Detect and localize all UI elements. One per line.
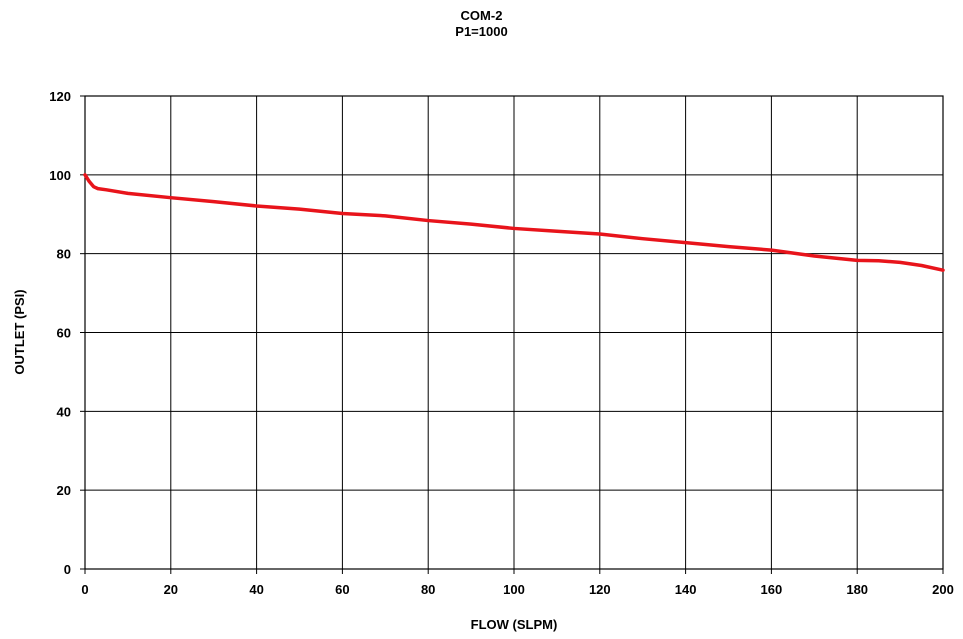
y-tick-label: 40 <box>57 404 71 419</box>
x-axis-ticks: 0 20 40 60 80 100 120 140 160 180 200 <box>81 569 954 597</box>
y-tick-label: 120 <box>49 89 71 104</box>
x-tick-label: 0 <box>81 582 88 597</box>
x-tick-label: 40 <box>249 582 263 597</box>
chart-subtitle: P1=1000 <box>455 24 508 39</box>
x-tick-label: 60 <box>335 582 349 597</box>
x-tick-label: 120 <box>589 582 611 597</box>
chart-title: COM-2 <box>460 8 503 23</box>
y-tick-label: 100 <box>49 168 71 183</box>
series-line <box>83 173 945 272</box>
y-tick-label: 20 <box>57 483 71 498</box>
x-tick-label: 100 <box>503 582 525 597</box>
x-tick-label: 200 <box>932 582 954 597</box>
y-axis-ticks: 0 20 40 60 80 100 120 <box>49 89 85 577</box>
y-axis-label: OUTLET (PSI) <box>12 289 27 374</box>
x-tick-label: 140 <box>675 582 697 597</box>
plot-frame <box>84 95 944 570</box>
x-tick-label: 80 <box>421 582 435 597</box>
x-tick-label: 160 <box>761 582 783 597</box>
y-tick-label: 0 <box>64 562 71 577</box>
x-tick-label: 20 <box>164 582 178 597</box>
y-tick-label: 60 <box>57 326 71 341</box>
y-tick-label: 80 <box>57 247 71 262</box>
grid <box>85 96 943 569</box>
series-group <box>83 173 945 272</box>
x-tick-label: 180 <box>846 582 868 597</box>
x-axis-label: FLOW (SLPM) <box>471 617 558 632</box>
